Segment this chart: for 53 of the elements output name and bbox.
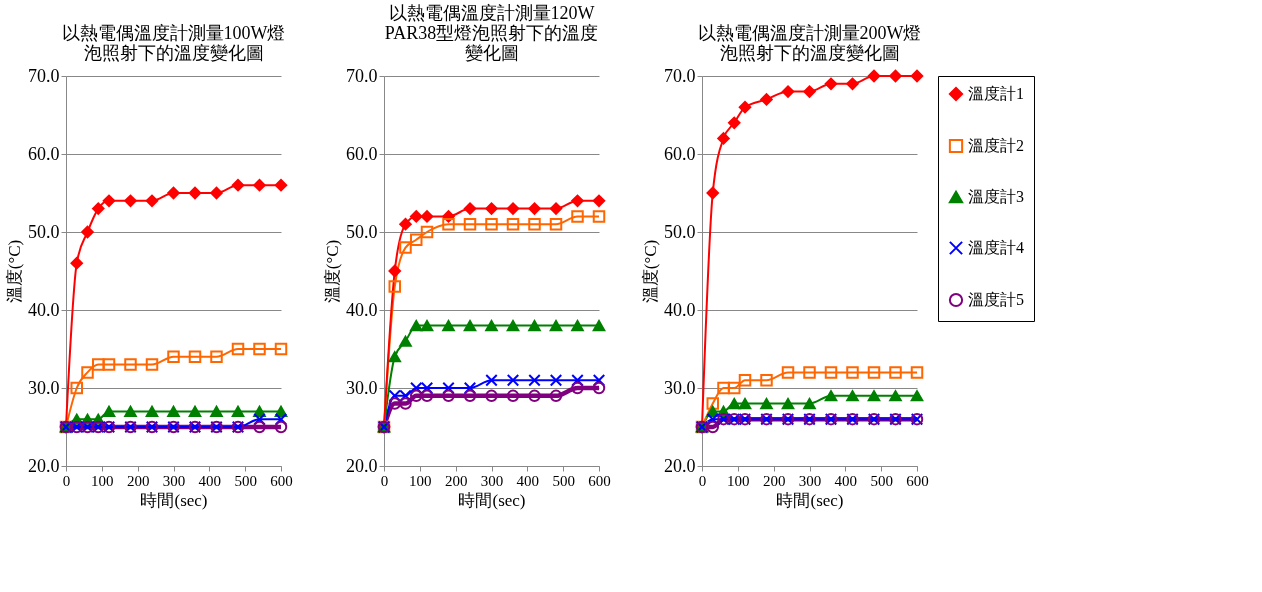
x-tick-label: 0	[380, 472, 389, 489]
chart-title: 以熱電偶溫度計測量120W PAR38型燈泡照射下的溫度變化圖	[384, 3, 599, 63]
y-axis-title: 溫度(°C)	[323, 239, 342, 304]
y-tick-label: 70.0	[28, 65, 60, 86]
x-tick-label: 600	[588, 472, 611, 489]
y-tick-label: 20.0	[28, 455, 60, 476]
y-tick-label: 40.0	[28, 299, 60, 320]
legend-label: 溫度計4	[968, 239, 1024, 256]
legend-label: 溫度計1	[968, 85, 1024, 102]
legend-label: 溫度計5	[968, 291, 1024, 308]
x-tick-label: 500	[870, 472, 893, 489]
y-tick-label: 30.0	[346, 377, 378, 398]
x-tick-label: 400	[198, 472, 222, 489]
chart-title: 以熱電偶溫度計測量100W燈泡照射下的溫度變化圖	[61, 23, 286, 63]
legend-label: 溫度計3	[968, 188, 1024, 205]
y-tick-label: 50.0	[346, 221, 378, 242]
y-tick-label: 70.0	[346, 65, 378, 86]
x-axis-title: 時間(sec)	[776, 490, 844, 510]
y-tick-label: 40.0	[664, 299, 696, 320]
y-axis-title: 溫度(°C)	[5, 239, 24, 304]
x-tick-label: 100	[727, 472, 750, 489]
y-tick-label: 60.0	[664, 143, 696, 164]
y-axis-title: 溫度(°C)	[641, 239, 660, 304]
x-tick-label: 100	[409, 472, 432, 489]
x-tick-label: 0	[62, 472, 71, 489]
x-tick-label: 200	[126, 472, 150, 489]
y-tick-label: 40.0	[346, 299, 378, 320]
y-tick-label: 50.0	[664, 221, 696, 242]
y-tick-label: 20.0	[664, 455, 696, 476]
x-tick-label: 400	[834, 472, 858, 489]
y-tick-label: 50.0	[28, 221, 60, 242]
x-tick-label: 100	[91, 472, 114, 489]
x-tick-label: 200	[444, 472, 468, 489]
y-tick-label: 60.0	[28, 143, 60, 164]
x-tick-label: 300	[480, 472, 504, 489]
y-tick-label: 30.0	[664, 377, 696, 398]
x-tick-label: 600	[906, 472, 929, 489]
chart-title: 以熱電偶溫度計測量200W燈泡照射下的溫度變化圖	[697, 22, 922, 63]
y-tick-label: 60.0	[346, 143, 378, 164]
y-tick-label: 20.0	[346, 455, 378, 476]
x-tick-label: 600	[270, 472, 293, 489]
y-tick-label: 70.0	[664, 65, 696, 86]
x-axis-title: 時間(sec)	[140, 490, 208, 510]
x-tick-label: 0	[698, 472, 707, 489]
x-tick-label: 400	[516, 472, 540, 489]
x-tick-label: 500	[234, 472, 257, 489]
x-tick-label: 300	[798, 472, 822, 489]
x-axis-title: 時間(sec)	[458, 490, 526, 510]
x-tick-label: 200	[762, 472, 786, 489]
y-tick-label: 30.0	[28, 377, 60, 398]
x-tick-label: 300	[162, 472, 186, 489]
x-tick-label: 500	[552, 472, 575, 489]
legend-label: 溫度計2	[968, 137, 1024, 154]
